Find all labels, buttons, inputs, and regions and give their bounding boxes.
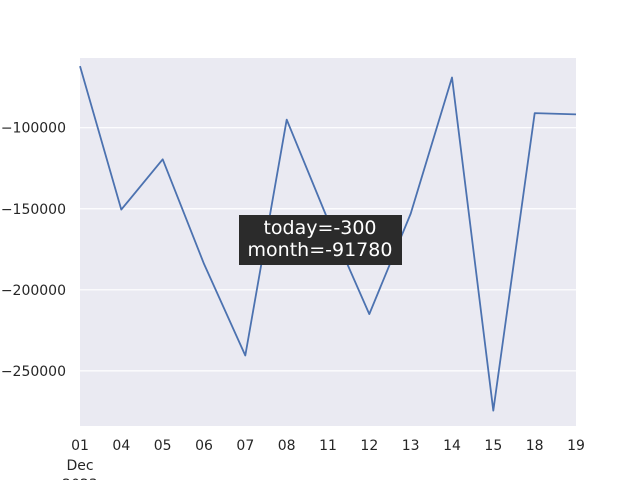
x-tick-label: 19 [567, 438, 585, 454]
x-tick-sublabel: 2023 [62, 477, 98, 480]
y-tick-label: −250000 [1, 364, 66, 380]
y-axis: −100000 −150000 −200000 −250000 [1, 121, 66, 380]
annotation-line-today: today=-300 [263, 217, 376, 239]
x-tick-label: 13 [402, 438, 420, 454]
x-tick-label: 11 [319, 438, 337, 454]
x-tick-label: 08 [278, 438, 296, 454]
annotation-background [239, 215, 402, 265]
x-tick-label: 01 [71, 438, 89, 454]
x-tick-label: 15 [484, 438, 502, 454]
x-axis: 01 04 05 06 07 08 11 12 13 14 15 18 19 Dec 2023 [62, 438, 585, 480]
y-tick-label: −150000 [1, 202, 66, 218]
y-tick-label: −200000 [1, 283, 66, 299]
grid-lines [80, 127, 576, 372]
x-tick-label: 06 [195, 438, 213, 454]
x-tick-label: 05 [154, 438, 172, 454]
y-tick-label: −100000 [1, 121, 66, 137]
x-tick-label: 04 [112, 438, 130, 454]
x-tick-label: 07 [236, 438, 254, 454]
x-tick-label: 18 [526, 438, 544, 454]
x-tick-label: 14 [443, 438, 461, 454]
annotation-line-month: month=-91780 [248, 239, 393, 261]
x-tick-label: 12 [360, 438, 378, 454]
x-tick-sublabel: Dec [66, 458, 93, 474]
annotation-box: today=-300 month=-91780 [239, 215, 402, 265]
